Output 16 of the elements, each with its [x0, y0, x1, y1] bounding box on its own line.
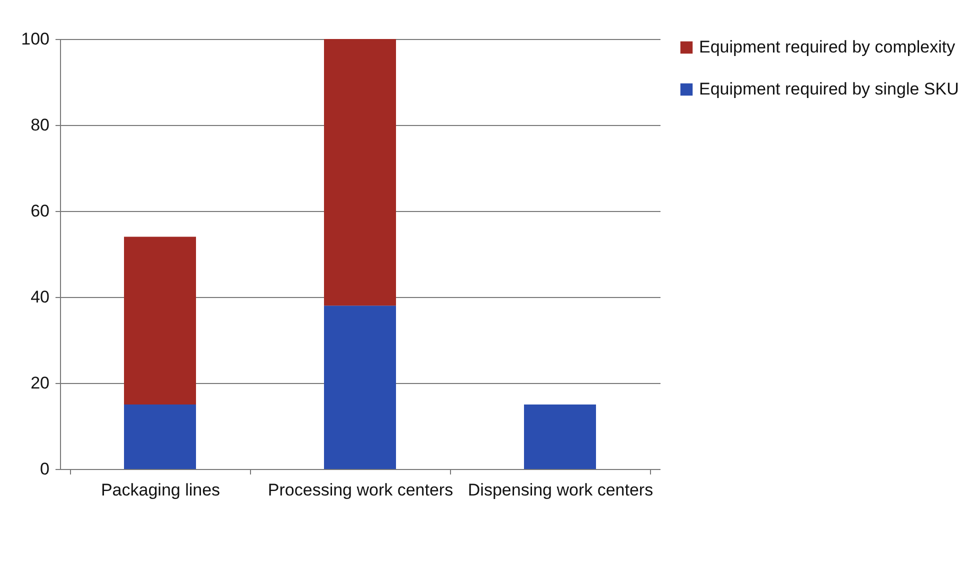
- x-tick-label: Processing work centers: [268, 480, 454, 500]
- legend-label: Equipment required by single SKU: [699, 80, 959, 98]
- y-tick-label: 0: [40, 460, 50, 478]
- bar: [524, 404, 596, 469]
- y-tick-label: 20: [30, 374, 50, 392]
- y-tick-label: 80: [30, 116, 50, 134]
- x-tick-label: Dispensing work centers: [468, 480, 654, 500]
- y-tick-label: 100: [21, 30, 50, 48]
- x-tick-label: Packaging lines: [100, 480, 220, 500]
- bar: [124, 404, 196, 469]
- bar: [124, 236, 196, 404]
- bar: [324, 39, 396, 306]
- y-tick-label: 40: [30, 288, 50, 306]
- bar: [324, 306, 396, 469]
- legend-label: Equipment required by complexity: [699, 38, 956, 56]
- y-tick-label: 60: [30, 202, 50, 220]
